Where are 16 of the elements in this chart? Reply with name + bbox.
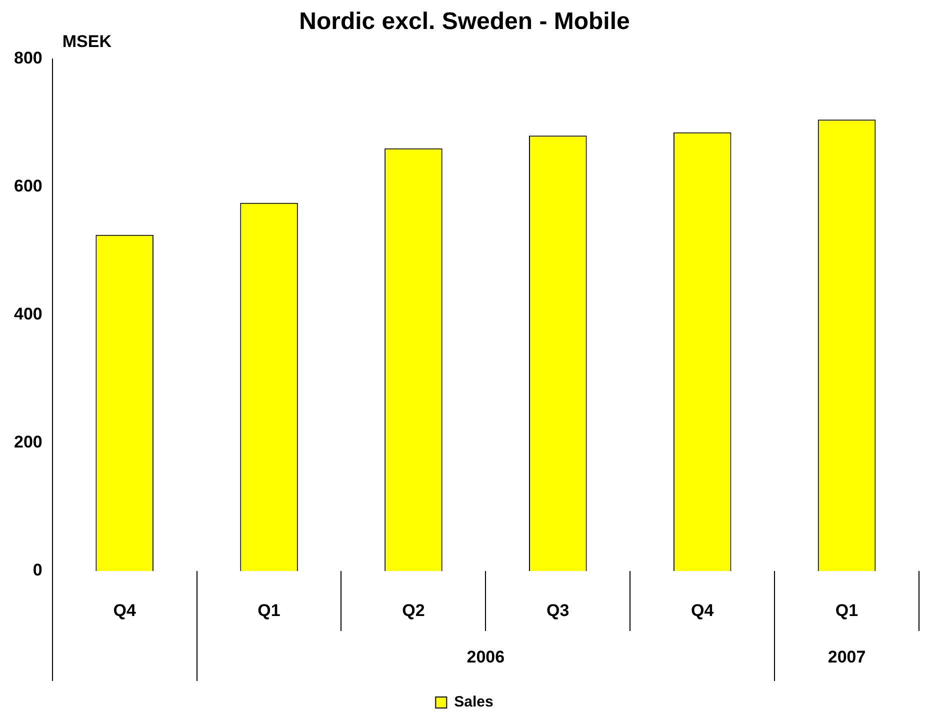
y-tick-label: 200 <box>14 432 42 452</box>
x-tick-label: Q4 <box>690 600 714 620</box>
y-tick-label: 800 <box>14 48 42 68</box>
y-tick-label: 400 <box>14 304 42 324</box>
x-tick-label: Q1 <box>835 600 858 620</box>
y-axis-title: MSEK <box>62 32 112 51</box>
x-tick-label: Q1 <box>258 600 280 620</box>
y-tick-label: 600 <box>14 176 42 196</box>
y-tick-label: 0 <box>32 560 42 580</box>
legend-label: Sales <box>454 694 494 711</box>
x-tick-label: Q2 <box>402 600 425 620</box>
text: 2007 <box>828 648 866 667</box>
chart-title: Nordic excl. Sweden - Mobile <box>299 8 630 36</box>
text: 2006 <box>466 648 505 667</box>
x-tick-label: Q3 <box>546 600 570 620</box>
x-tick-label: Q4 <box>113 600 136 620</box>
